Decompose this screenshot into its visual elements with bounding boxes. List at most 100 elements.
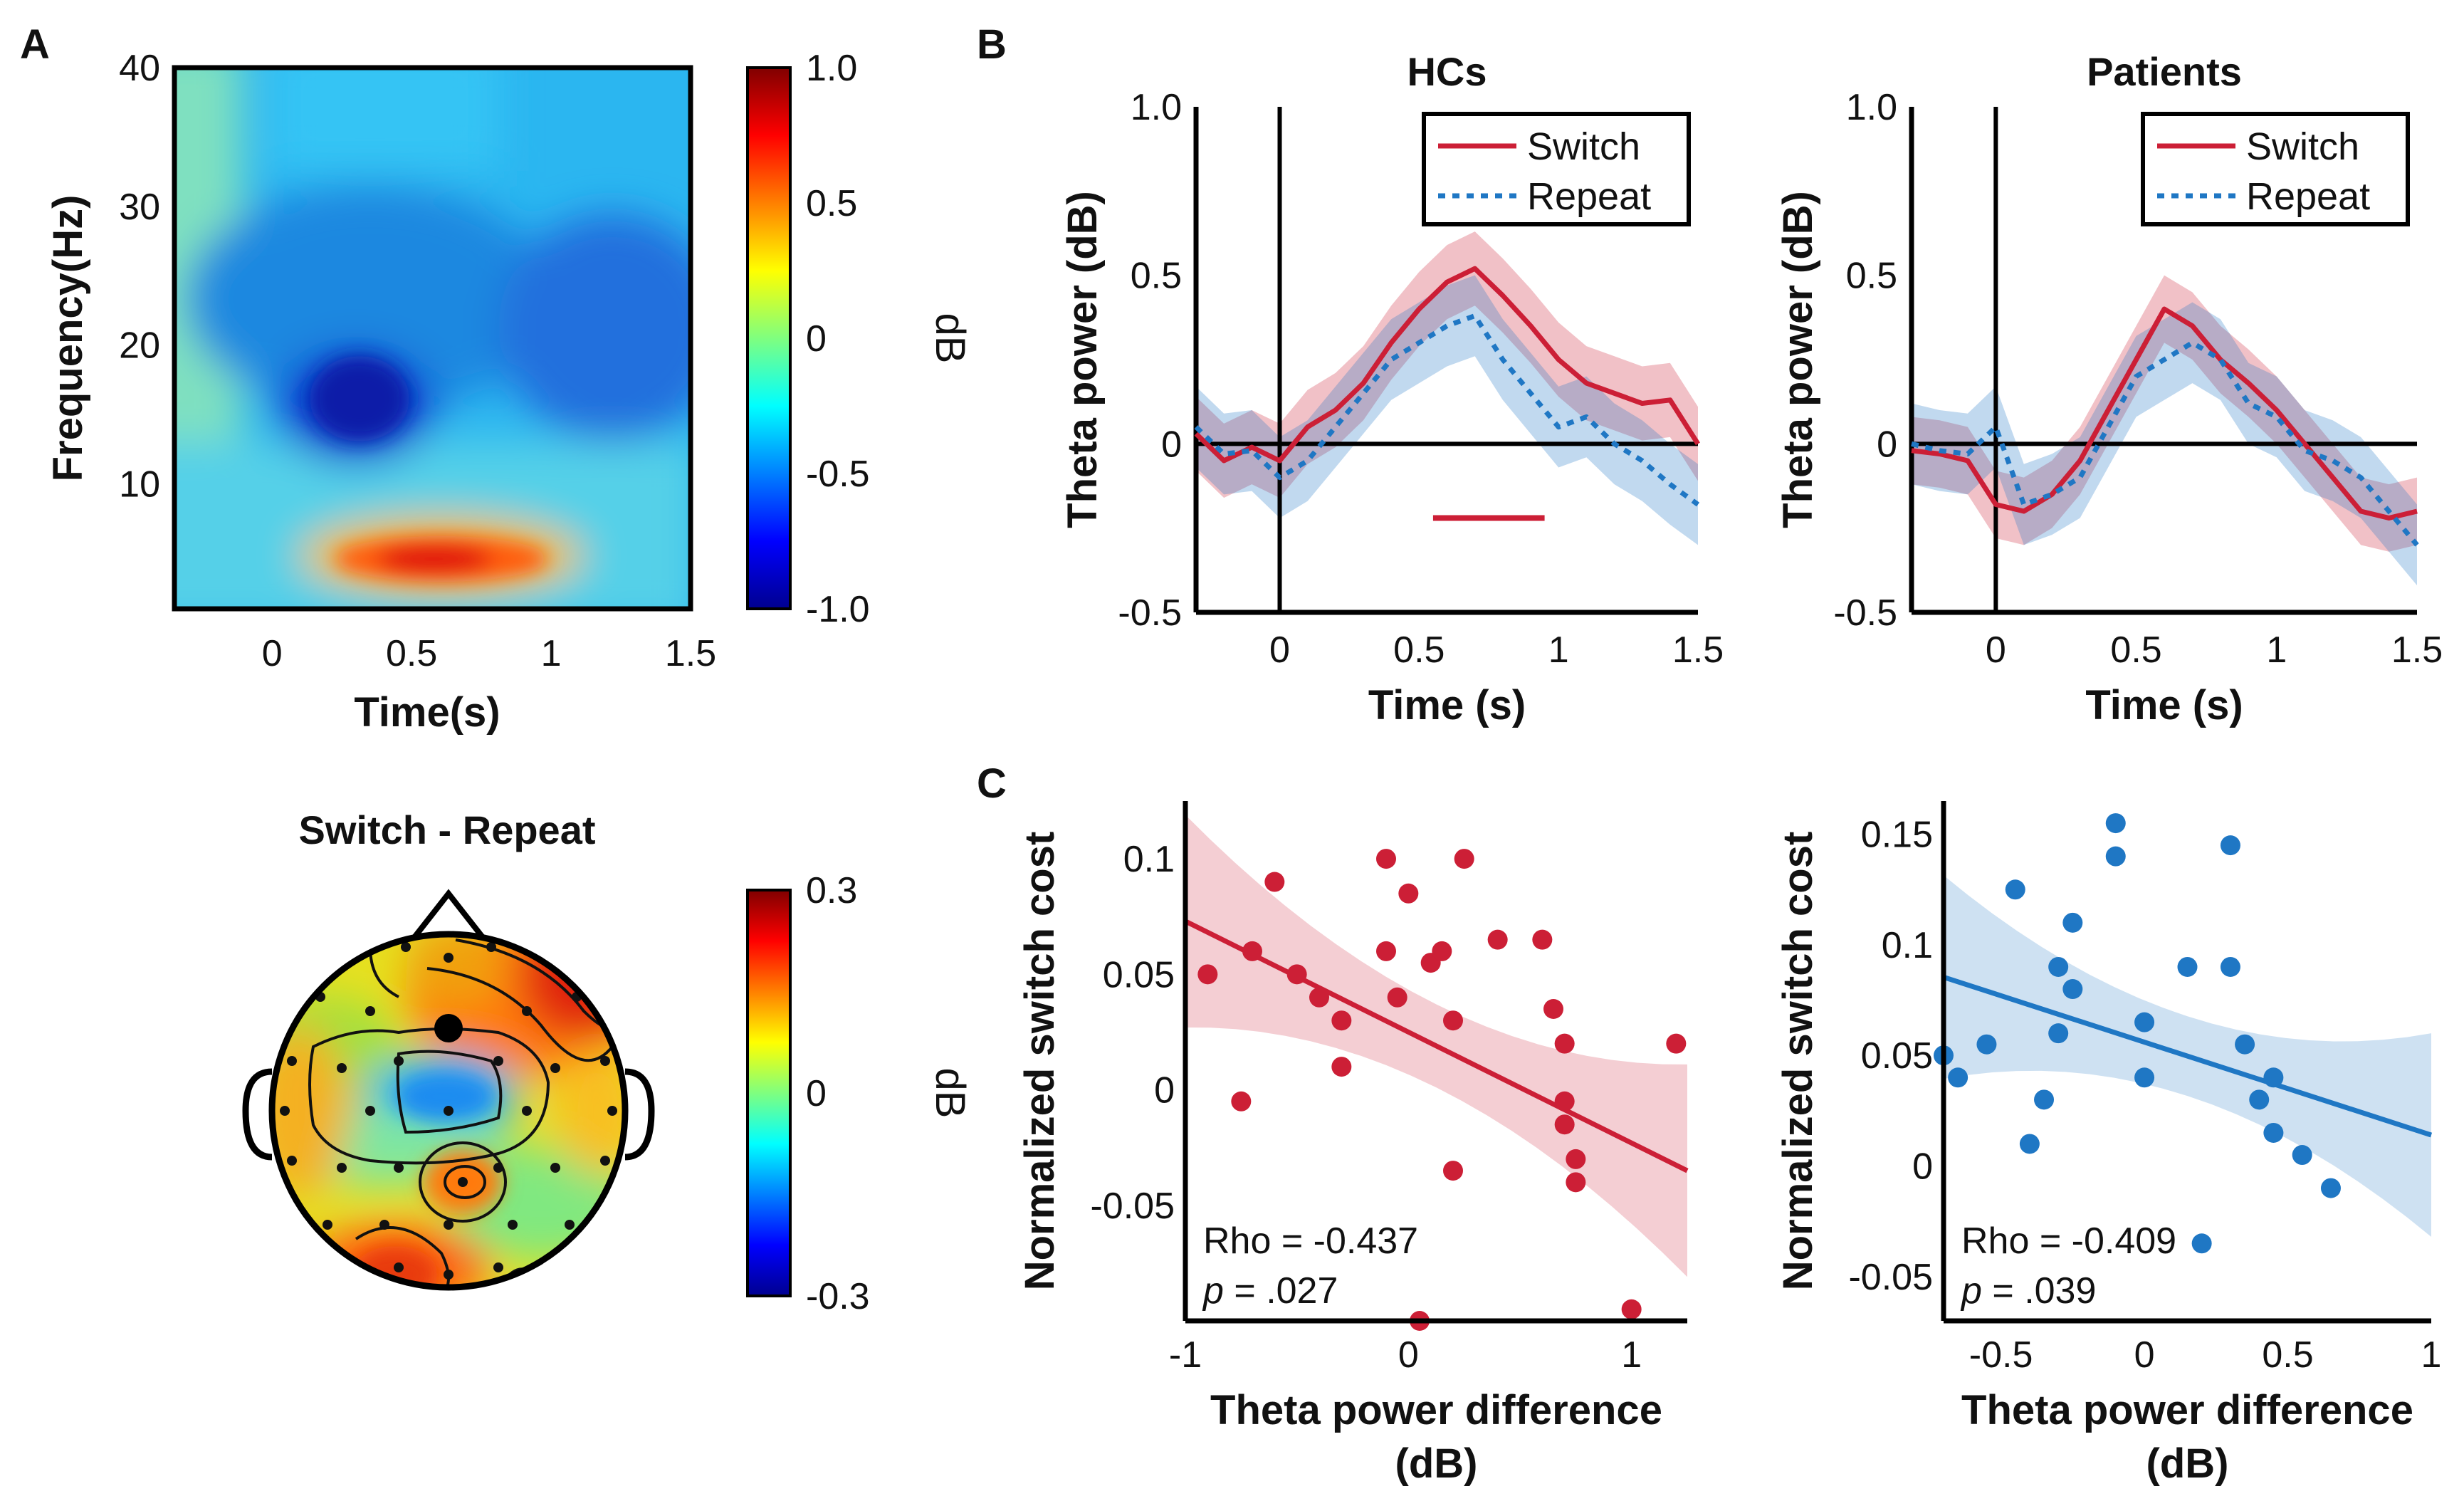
hcs-xtick: 1: [1548, 629, 1569, 671]
patients-ytick: 0: [1877, 424, 1897, 465]
spectrogram-xlabel: Time(s): [354, 689, 500, 736]
patients-scatter-xlabel-line1: Theta power difference: [1961, 1387, 2413, 1433]
hcs-scatter-point: [1264, 872, 1285, 892]
patients-scatter-point: [2134, 1067, 2155, 1088]
hcs-scatter-point: [1543, 999, 1563, 1019]
spectrogram-ytick: 30: [119, 187, 160, 228]
patients-scatter-point: [1948, 1067, 1968, 1088]
spectrogram-ytick: 40: [119, 48, 160, 89]
patients-scatter-point: [2019, 1134, 2040, 1154]
topo-head-outline: [268, 931, 629, 1291]
hcs-scatter-point: [1621, 1299, 1642, 1319]
hcs-ytick: 0.5: [1131, 256, 1182, 297]
topo-map: [272, 934, 625, 1287]
topo-colorbar: [746, 889, 792, 1297]
patients-repeat-ci-band: [1912, 302, 2417, 586]
spectrogram-colorbar: [746, 66, 792, 610]
patients-legend-switch-label: Switch: [2246, 125, 2359, 168]
patients-xlabel: Time (s): [2085, 682, 2243, 728]
spectrogram-xtick: 1: [541, 633, 562, 674]
patients-scatter-rho: Rho = -0.409: [1961, 1220, 2176, 1262]
hcs-xlabel: Time (s): [1368, 682, 1526, 728]
patients-xtick: 1.5: [2391, 629, 2443, 671]
hcs-xtick: 0.5: [1393, 629, 1445, 671]
topo-colorbar-tick: 0: [806, 1073, 827, 1114]
patients-scatter-point: [2292, 1145, 2312, 1166]
patients-xtick: 1: [2266, 629, 2287, 671]
patients-repeat-line: [1911, 340, 2419, 547]
hcs-scatter-xtick: 0: [1398, 1334, 1419, 1376]
patients-scatter-xlabel-line2: (dB): [2146, 1440, 2229, 1487]
spectrogram-colorbar-tick: 0: [806, 318, 827, 360]
spectrogram-ylabel: Frequency(Hz): [45, 195, 91, 482]
hcs-ytick: -0.5: [1118, 592, 1182, 634]
hcs-scatter-point: [1554, 1091, 1575, 1112]
hcs-switch-line: [1194, 266, 1700, 464]
topo-colorbar-tick: -0.3: [806, 1276, 870, 1317]
hcs-scatter-point: [1566, 1172, 1586, 1193]
spectrogram-heatmap: [174, 68, 691, 609]
hcs-scatter-p-symbol: p: [1202, 1270, 1224, 1312]
patients-ylabel: Theta power (dB): [1775, 191, 1821, 528]
patients-scatter-point: [2048, 956, 2069, 977]
hcs-repeat-ci-band: [1196, 275, 1698, 545]
spectrogram-chart: 0 0.5 1 1.5 10 20 30 40 Time(s) Frequency(Hz) 1…: [45, 48, 973, 736]
hcs-scatter-ytick: -0.05: [1090, 1186, 1175, 1227]
patients-scatter-chart: -0.5 0 0.5 1 0.15 0.1 0.05 0 -0.05 Theta power di…: [1775, 801, 2441, 1487]
patients-timecourse-title: Patients: [2087, 49, 2242, 94]
hcs-switch-ci-band: [1196, 231, 1698, 498]
hcs-ytick: 1.0: [1131, 87, 1182, 128]
patients-scatter-point: [2105, 846, 2126, 867]
patients-scatter-p-value: p = .039: [1960, 1270, 2096, 1312]
hcs-scatter-ytick: 0.1: [1123, 839, 1175, 880]
hcs-scatter-p-number: .027: [1266, 1270, 1338, 1312]
hcs-ytick: 0: [1161, 424, 1182, 465]
patients-scatter-ytick: 0.1: [1882, 925, 1933, 966]
patients-scatter-point: [2263, 1067, 2284, 1088]
patients-scatter-ytick: 0.05: [1861, 1035, 1933, 1077]
hcs-xtick: 0: [1269, 629, 1290, 671]
hcs-scatter-point: [1454, 849, 1474, 869]
patients-scatter-p-number: .039: [2024, 1270, 2096, 1312]
patients-legend-repeat-label: Repeat: [2246, 175, 2370, 218]
patients-fit-line: [1942, 974, 2433, 1138]
hcs-scatter-point: [1376, 849, 1396, 869]
hcs-scatter-ylabel: Normalized switch cost: [1017, 832, 1063, 1291]
patients-scatter-point: [2048, 1023, 2069, 1044]
hcs-scatter-xlabel-line2: (dB): [1395, 1440, 1478, 1487]
hcs-timecourse-title: HCs: [1407, 49, 1487, 94]
patients-scatter-point: [2062, 912, 2083, 933]
hcs-scatter-point: [1309, 987, 1329, 1008]
patients-scatter-point: [2263, 1122, 2284, 1143]
spectrogram-ytick: 10: [119, 464, 160, 506]
hcs-repeat-line: [1194, 313, 1700, 507]
hcs-scatter-point: [1432, 941, 1452, 961]
hcs-ylabel: Theta power (dB): [1059, 191, 1106, 528]
patients-scatter-point: [2191, 1233, 2212, 1254]
patients-xtick: 0.5: [2110, 629, 2161, 671]
patients-scatter-point: [2220, 835, 2240, 856]
patients-scatter-xtick: -0.5: [1969, 1334, 2033, 1376]
topo-right-ear: [624, 1068, 655, 1161]
hcs-legend-repeat-label: Repeat: [1527, 175, 1651, 218]
hcs-scatter-point: [1566, 1149, 1586, 1169]
hcs-scatter-point: [1554, 1114, 1575, 1135]
spectrogram-colorbar-tick: -0.5: [806, 454, 870, 495]
hcs-scatter-point: [1387, 987, 1407, 1008]
hcs-scatter-point: [1666, 1033, 1687, 1054]
hcs-scatter-point: [1398, 883, 1419, 904]
spectrogram-colorbar-label: dB: [927, 313, 973, 364]
hcs-scatter-p-value: p = .027: [1202, 1270, 1338, 1312]
patients-scatter-point: [2134, 1012, 2155, 1032]
patients-timecourse-chart: Patients 0 0.5 1 1.5 1.0 0.5 0 -0.5 Time (s) Theta…: [1775, 49, 2443, 728]
hcs-scatter-point: [1376, 941, 1396, 961]
hcs-scatter-point: [1197, 964, 1218, 985]
hcs-scatter-point: [1443, 1161, 1463, 1181]
patients-scatter-p-symbol: p: [1960, 1270, 1982, 1312]
patients-scatter-point: [2177, 956, 2198, 977]
patients-scatter-point: [2105, 813, 2126, 834]
spectrogram-ticks: 0 0.5 1 1.5 10 20 30 40: [119, 48, 716, 674]
patients-scatter-point: [2034, 1089, 2055, 1110]
patients-scatter-ytick: 0: [1912, 1146, 1933, 1188]
